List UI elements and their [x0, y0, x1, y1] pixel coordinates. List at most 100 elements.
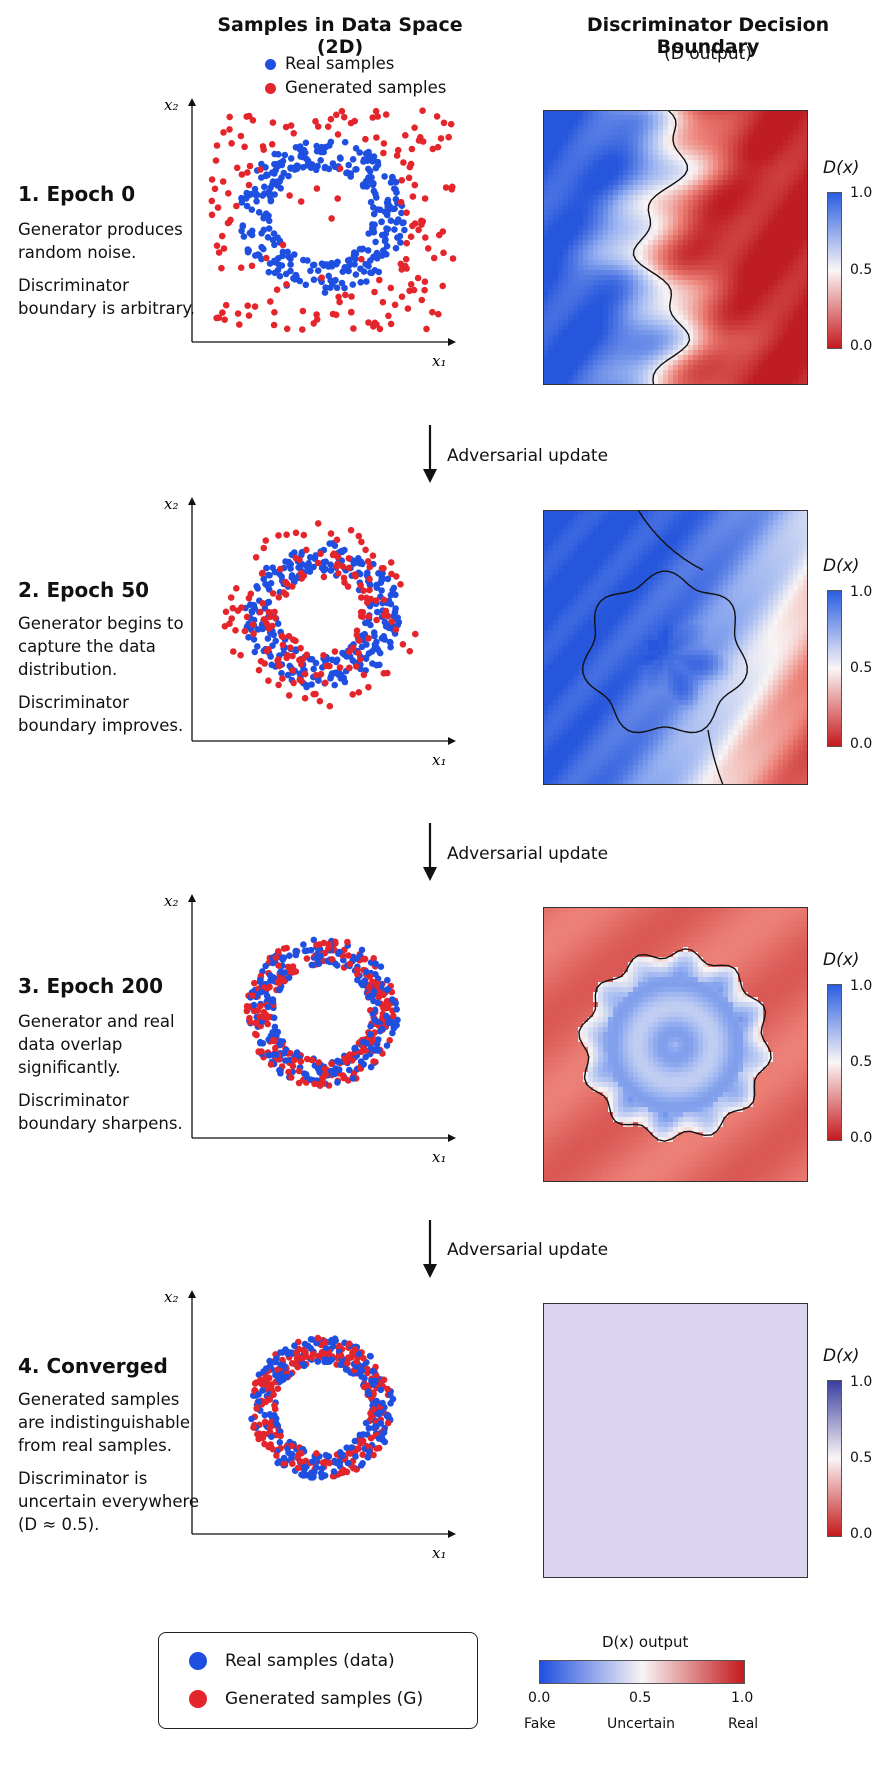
heatmap-cell	[568, 205, 574, 211]
heatmap-cell	[603, 580, 609, 586]
heatmap-cell	[598, 145, 604, 151]
heatmap-cell	[718, 200, 724, 206]
heatmap-cell	[758, 375, 764, 381]
heatmap-cell	[633, 565, 639, 571]
heatmap-cell	[608, 230, 614, 236]
top-legend-real: Real samples	[285, 54, 395, 73]
heatmap-cell	[553, 285, 559, 291]
heatmap-cell	[728, 295, 734, 301]
generated-point	[267, 298, 274, 305]
generated-point	[272, 614, 279, 622]
heatmap-cell	[768, 520, 774, 526]
heatmap-cell	[588, 285, 594, 291]
heatmap-cell	[558, 330, 564, 336]
heatmap-cell	[733, 275, 739, 281]
heatmap-cell	[728, 545, 734, 551]
heatmap-cell	[763, 565, 769, 571]
heatmap-cell	[613, 140, 619, 146]
heatmap-cell	[583, 380, 589, 385]
heatmap-cell	[728, 235, 734, 241]
heatmap-cell	[748, 290, 754, 296]
heatmap-cell	[803, 225, 808, 231]
real-point	[385, 624, 393, 632]
heatmap-cell	[628, 600, 634, 606]
heatmap-cell	[573, 200, 579, 206]
heatmap-cell	[793, 290, 799, 296]
heatmap-cell	[638, 310, 644, 316]
heatmap-cell	[783, 130, 789, 136]
heatmap-cell	[748, 230, 754, 236]
heatmap-cell	[688, 225, 694, 231]
generated-point	[385, 312, 392, 320]
generated-point	[410, 286, 418, 294]
heatmap-cell	[793, 220, 799, 226]
heatmap-cell	[718, 365, 724, 371]
heatmap-cell	[598, 215, 604, 221]
heatmap-cell	[773, 360, 779, 366]
heatmap-cell	[583, 350, 589, 356]
heatmap-cell	[688, 555, 694, 561]
heatmap-cell	[608, 155, 614, 161]
heatmap-cell	[718, 345, 724, 351]
heatmap-cell	[653, 525, 659, 531]
heatmap-cell	[733, 200, 739, 206]
x-axis-label: x₁	[432, 352, 446, 370]
generated-point	[320, 573, 328, 581]
heatmap-cell	[628, 330, 634, 336]
heatmap-cell	[608, 260, 614, 266]
heatmap-cell	[648, 350, 654, 356]
heatmap-cell	[618, 290, 624, 296]
heatmap-cell	[803, 180, 808, 186]
heatmap-cell	[688, 540, 694, 546]
heatmap-cell	[603, 285, 609, 291]
heatmap-cell	[763, 140, 769, 146]
heatmap-cell	[588, 570, 594, 576]
heatmap-cell	[678, 255, 684, 261]
heatmap-cell	[768, 170, 774, 176]
heatmap-cell	[743, 580, 749, 586]
heatmap-cell	[723, 180, 729, 186]
heatmap-cell	[783, 215, 789, 221]
heatmap-cell	[738, 355, 744, 361]
generated-point	[221, 316, 228, 323]
heatmap-cell	[593, 165, 599, 171]
heatmap-cell	[708, 135, 714, 141]
heatmap-cell	[558, 600, 564, 606]
heatmap-cell	[713, 560, 719, 566]
generated-point	[246, 162, 254, 170]
heatmap-cell	[788, 270, 794, 276]
heatmap-cell	[683, 250, 689, 256]
heatmap-cell	[573, 320, 579, 326]
heatmap-cell	[638, 565, 644, 571]
generated-point	[332, 311, 340, 319]
heatmap-cell	[603, 575, 609, 581]
heatmap-cell	[603, 375, 609, 381]
real-point	[381, 173, 388, 180]
heatmap-cell	[738, 350, 744, 356]
heatmap-cell	[753, 550, 759, 556]
generated-point	[314, 123, 322, 130]
heatmap-cell	[663, 350, 669, 356]
heatmap-cell	[553, 380, 559, 385]
heatmap-cell	[658, 255, 664, 261]
heatmap-cell	[608, 170, 614, 176]
heatmap-cell	[708, 125, 714, 131]
heatmap-cell	[663, 170, 669, 176]
heatmap-cell	[573, 545, 579, 551]
heatmap-cell	[803, 175, 808, 181]
heatmap-cell	[803, 575, 808, 581]
heatmap-cell	[743, 235, 749, 241]
heatmap-cell	[563, 180, 569, 186]
heatmap-cell	[788, 330, 794, 336]
real-point	[392, 178, 400, 186]
real-point	[391, 226, 398, 233]
real-point	[287, 261, 294, 268]
heatmap-cell	[678, 375, 684, 381]
heatmap-cell	[748, 235, 754, 241]
heatmap-cell	[693, 165, 699, 171]
heatmap-cell	[618, 340, 624, 346]
heatmap-cell	[758, 590, 764, 596]
heatmap-cell	[763, 200, 769, 206]
heatmap-cell	[698, 250, 704, 256]
generated-point	[278, 632, 285, 640]
